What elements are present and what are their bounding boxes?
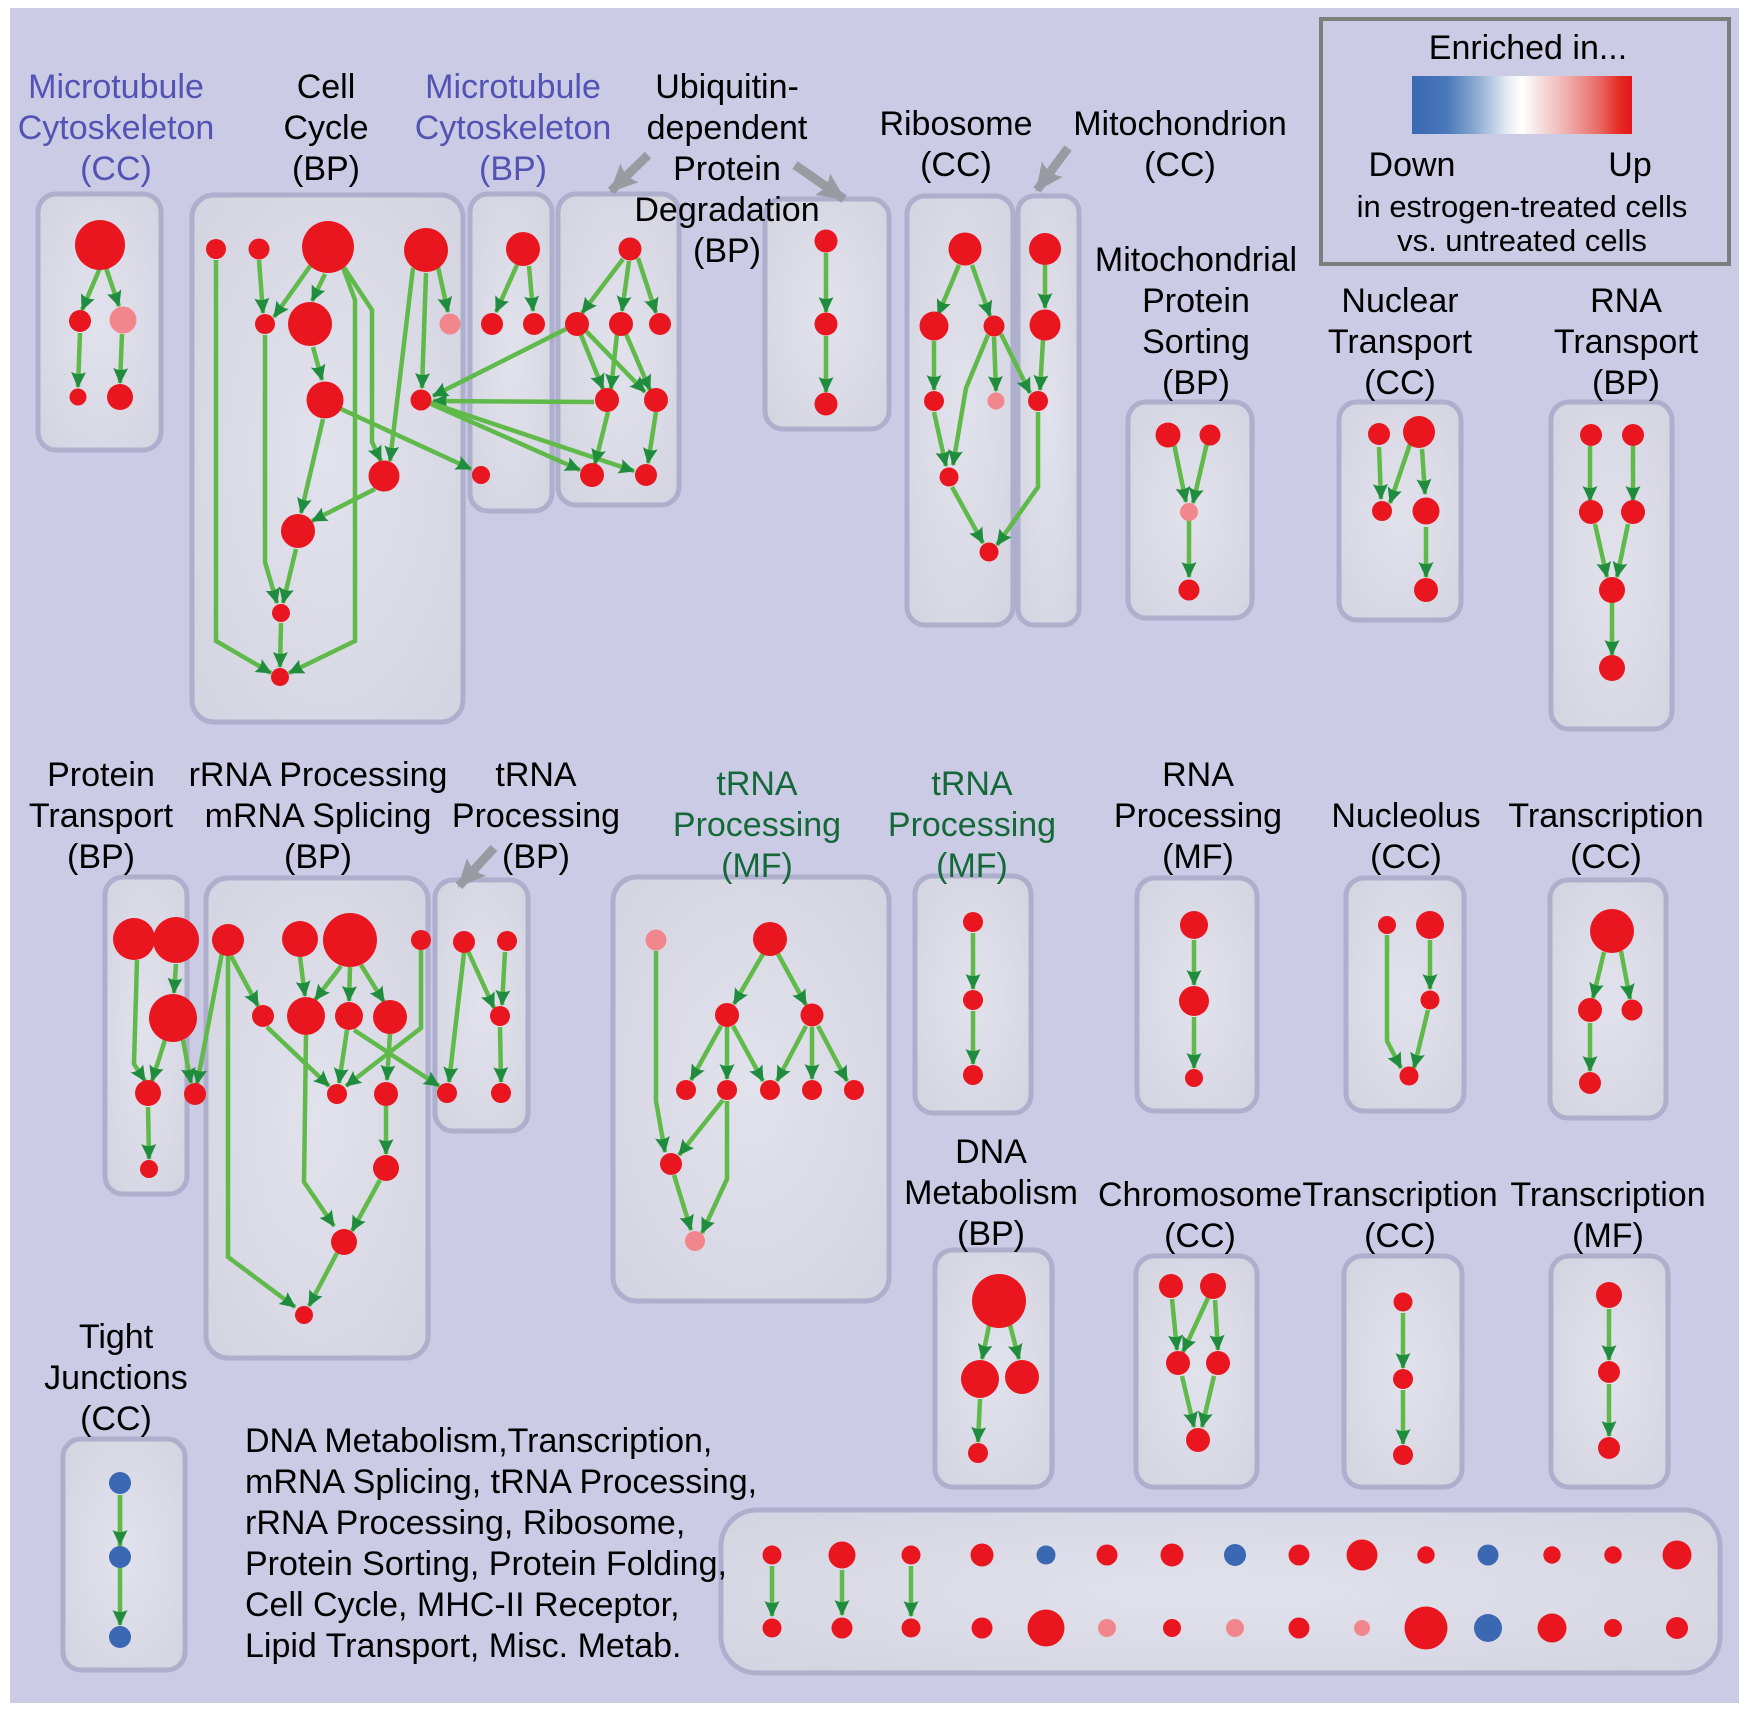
svg-text:(BP): (BP)	[479, 150, 547, 188]
svg-text:vs. untreated cells: vs. untreated cells	[1397, 223, 1647, 258]
svg-text:Transport: Transport	[1328, 323, 1473, 361]
svg-text:RNA: RNA	[1590, 282, 1662, 320]
svg-text:rRNA Processing, Ribosome,: rRNA Processing, Ribosome,	[245, 1504, 685, 1542]
svg-text:Transcription: Transcription	[1508, 797, 1703, 835]
svg-text:(CC): (CC)	[1364, 1217, 1436, 1255]
svg-text:Ribosome: Ribosome	[879, 105, 1032, 143]
svg-text:(BP): (BP)	[67, 838, 135, 876]
svg-text:Protein: Protein	[47, 756, 155, 794]
svg-text:(CC): (CC)	[920, 146, 992, 184]
svg-text:Degradation: Degradation	[634, 191, 819, 229]
svg-text:(MF): (MF)	[1162, 838, 1234, 876]
svg-text:(BP): (BP)	[502, 838, 570, 876]
svg-text:(BP): (BP)	[957, 1215, 1025, 1253]
svg-text:Down: Down	[1369, 146, 1456, 184]
svg-text:(BP): (BP)	[292, 150, 360, 188]
svg-text:Enriched in...: Enriched in...	[1429, 29, 1627, 67]
svg-text:mRNA Splicing: mRNA Splicing	[205, 797, 432, 835]
svg-text:Processing: Processing	[452, 797, 620, 835]
svg-text:Lipid Transport, Misc. Metab.: Lipid Transport, Misc. Metab.	[245, 1627, 682, 1665]
svg-text:Sorting: Sorting	[1142, 323, 1250, 361]
svg-text:Microtubule: Microtubule	[28, 68, 204, 106]
svg-text:Mitochondrial: Mitochondrial	[1095, 241, 1297, 279]
svg-text:(MF): (MF)	[721, 847, 793, 885]
svg-text:Processing: Processing	[888, 806, 1056, 844]
svg-text:Junctions: Junctions	[44, 1359, 188, 1397]
svg-text:dependent: dependent	[647, 109, 808, 147]
svg-text:in estrogen-treated cells: in estrogen-treated cells	[1357, 189, 1688, 224]
svg-text:(BP): (BP)	[693, 232, 761, 270]
svg-text:Nucleolus: Nucleolus	[1331, 797, 1480, 835]
svg-text:(CC): (CC)	[1570, 838, 1642, 876]
svg-text:Transcription: Transcription	[1302, 1176, 1497, 1214]
svg-text:(BP): (BP)	[1162, 364, 1230, 402]
svg-text:(BP): (BP)	[1592, 364, 1660, 402]
svg-text:(BP): (BP)	[284, 838, 352, 876]
svg-text:Cell Cycle, MHC-II Receptor,: Cell Cycle, MHC-II Receptor,	[245, 1586, 680, 1624]
svg-text:RNA: RNA	[1162, 756, 1234, 794]
svg-text:Mitochondrion: Mitochondrion	[1073, 105, 1287, 143]
svg-text:Transport: Transport	[1554, 323, 1699, 361]
svg-text:Nuclear: Nuclear	[1341, 282, 1458, 320]
svg-text:(MF): (MF)	[1572, 1217, 1644, 1255]
svg-text:Processing: Processing	[1114, 797, 1282, 835]
svg-text:tRNA: tRNA	[931, 765, 1013, 803]
svg-text:Ubiquitin-: Ubiquitin-	[655, 68, 799, 106]
svg-text:Cytoskeleton: Cytoskeleton	[415, 109, 612, 147]
svg-text:Transport: Transport	[29, 797, 174, 835]
svg-text:Up: Up	[1608, 146, 1651, 184]
svg-text:Microtubule: Microtubule	[425, 68, 601, 106]
svg-text:Protein: Protein	[1142, 282, 1250, 320]
svg-text:(CC): (CC)	[1164, 1217, 1236, 1255]
svg-text:DNA Metabolism,Transcription,: DNA Metabolism,Transcription,	[245, 1422, 712, 1460]
svg-text:(CC): (CC)	[1364, 364, 1436, 402]
svg-text:Metabolism: Metabolism	[904, 1174, 1078, 1212]
svg-text:Cycle: Cycle	[283, 109, 368, 147]
svg-text:Processing: Processing	[673, 806, 841, 844]
svg-text:(CC): (CC)	[1144, 146, 1216, 184]
svg-text:Cytoskeleton: Cytoskeleton	[18, 109, 215, 147]
svg-text:(CC): (CC)	[80, 1400, 152, 1438]
svg-text:mRNA Splicing, tRNA Processing: mRNA Splicing, tRNA Processing,	[245, 1463, 757, 1501]
svg-text:DNA: DNA	[955, 1133, 1027, 1171]
svg-text:Cell: Cell	[297, 68, 356, 106]
svg-text:(MF): (MF)	[936, 847, 1008, 885]
svg-text:(CC): (CC)	[80, 150, 152, 188]
svg-text:tRNA: tRNA	[495, 756, 577, 794]
svg-text:Protein: Protein	[673, 150, 781, 188]
svg-text:tRNA: tRNA	[716, 765, 798, 803]
svg-text:Chromosome: Chromosome	[1098, 1176, 1302, 1214]
svg-text:Protein Sorting, Protein Foldi: Protein Sorting, Protein Folding,	[245, 1545, 727, 1583]
svg-text:(CC): (CC)	[1370, 838, 1442, 876]
svg-text:Tight: Tight	[79, 1318, 154, 1356]
svg-text:Transcription: Transcription	[1510, 1176, 1705, 1214]
svg-text:rRNA Processing: rRNA Processing	[189, 756, 448, 794]
